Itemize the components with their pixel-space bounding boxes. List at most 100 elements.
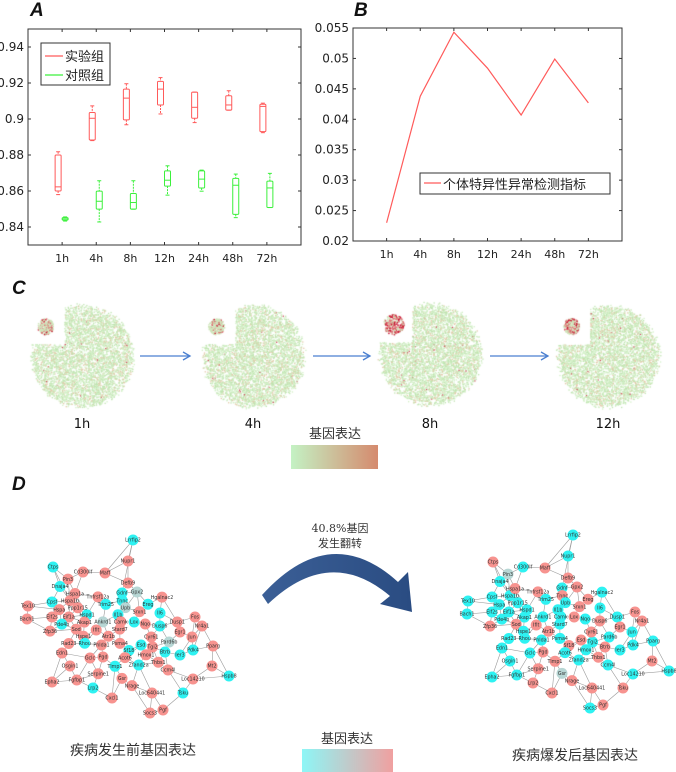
gene-node-circle <box>152 656 164 668</box>
time-arrows <box>140 351 550 361</box>
gene-node-label: Socs3 <box>583 706 597 712</box>
gene-node-label: Edn1 <box>496 646 508 652</box>
gene-node-label: Osgin1 <box>62 664 79 670</box>
gene-node-circle <box>537 646 549 658</box>
gene-node-label: Pin3 <box>63 577 73 583</box>
gene-node-label: Lox <box>570 615 578 621</box>
expression-color-gradient-c <box>291 445 378 469</box>
gene-node-nrage <box>126 680 138 692</box>
y-tick-label: 0.84 <box>0 220 24 234</box>
gene-node-label: Fgfbp1 <box>508 673 525 679</box>
box-iqr <box>232 177 240 215</box>
gene-node-timp1 <box>549 655 561 667</box>
gene-node-ankrd1 <box>537 611 549 623</box>
gene-node-circle <box>139 618 151 630</box>
gene-node-circle <box>97 651 109 663</box>
gene-node-label: Esd <box>137 643 146 649</box>
gene-node-eif1a <box>63 611 75 623</box>
arrow-head <box>182 351 192 361</box>
gene-node-circle <box>69 588 81 600</box>
gene-node-label: Cxcl1 <box>545 691 558 697</box>
gene-node-label: Btrb <box>160 650 170 656</box>
gene-node-label: Ier3 <box>175 653 184 659</box>
box-iqr <box>191 91 199 119</box>
gene-node-circle <box>162 664 174 676</box>
gene-node-label: Jun <box>627 630 636 636</box>
network-edge <box>212 645 230 677</box>
box-control-72h <box>266 172 274 209</box>
gene-node-circle <box>206 660 218 672</box>
gene-node-label: Pdk4 <box>187 648 199 654</box>
gene-node-mt2 <box>206 660 218 672</box>
gene-node-label: Il6 <box>157 611 163 617</box>
arrow-head <box>362 351 372 361</box>
gene-node-circle <box>131 586 143 598</box>
gene-node-label: Nrage <box>125 683 140 689</box>
x-tick-label: 12h <box>154 252 175 265</box>
gene-node-label: Zfp36 <box>43 629 57 635</box>
gene-node-dusp6 <box>594 615 606 627</box>
gene-node-label: Loc640441 <box>579 686 605 692</box>
gene-node-pde4b <box>56 618 68 630</box>
gene-node-label: Mt2 <box>207 664 216 670</box>
gene-node-label: Lox <box>130 620 138 626</box>
gene-node-fos <box>189 611 201 623</box>
gene-node-upb <box>559 597 571 609</box>
gene-node-label: Serpine1 <box>88 671 109 677</box>
curved-arrow-icon <box>262 553 412 612</box>
gene-node-pgd <box>97 651 109 663</box>
gene-node-ppp1r15 <box>512 597 524 609</box>
gene-node-circle <box>79 637 91 649</box>
gene-node-gsr <box>116 672 128 684</box>
gene-node-label: Nqo <box>140 622 150 628</box>
network-edge <box>192 675 230 680</box>
gene-node-label: Ereg <box>143 602 154 608</box>
gene-node-tsku <box>177 687 189 699</box>
gene-node-circle <box>626 626 638 638</box>
gene-node-circle <box>54 580 66 592</box>
gene-node-label: Cyr61 <box>584 630 598 636</box>
gene-node-circle <box>486 606 498 618</box>
gene-node-loc640441 <box>586 682 598 694</box>
gene-node-nrage <box>566 675 578 687</box>
gene-node-sod <box>70 623 82 635</box>
gene-node-circle <box>92 591 104 603</box>
network-edge <box>632 670 670 675</box>
gene-node-esd <box>135 639 147 651</box>
gene-node-circle <box>566 675 578 687</box>
gene-node-label: Srxn1 <box>573 604 587 610</box>
gene-node-label: Jun <box>187 635 196 641</box>
gene-node-label: Hspa1b <box>501 593 519 599</box>
gene-node-circle <box>627 668 639 680</box>
gene-node-label: Fos <box>191 615 200 621</box>
gene-node-circle <box>56 618 68 630</box>
gene-node-circle <box>496 642 508 654</box>
gene-node-label: Dusp6 <box>152 624 167 630</box>
gene-node-label: Ctps <box>48 565 59 571</box>
x-tick-label: 72h <box>578 248 599 261</box>
gene-node-atr1b <box>542 625 554 637</box>
turnover-text-line2: 发生翻转 <box>318 537 362 550</box>
y-tick-label: 0.045 <box>315 82 349 96</box>
gene-node-circle <box>119 602 131 614</box>
gene-node-circle <box>77 566 89 578</box>
gene-node-circle <box>157 704 169 716</box>
gene-node-label: Rhou <box>519 636 531 642</box>
gene-node-label: Il1b <box>114 612 123 618</box>
gene-node-nr4a1 <box>636 615 648 627</box>
gene-node-circle <box>21 613 33 625</box>
gene-node-circle <box>484 620 496 632</box>
gene-node-lrp2 <box>87 682 99 694</box>
time-label-1h: 1h <box>73 417 91 432</box>
time-label-8h: 8h <box>421 417 439 432</box>
gene-node-circle <box>156 591 168 603</box>
gene-node-timp1 <box>109 660 121 672</box>
gene-node-label: Cxcl1 <box>105 696 118 702</box>
gene-node-circle <box>603 631 615 643</box>
gene-node-circle <box>196 620 208 632</box>
gene-node-label: Hspb8 <box>661 669 676 675</box>
gene-node-circle <box>562 550 574 562</box>
gene-node-cpsf <box>46 596 58 608</box>
gene-node-label: Pde4b <box>54 622 69 628</box>
